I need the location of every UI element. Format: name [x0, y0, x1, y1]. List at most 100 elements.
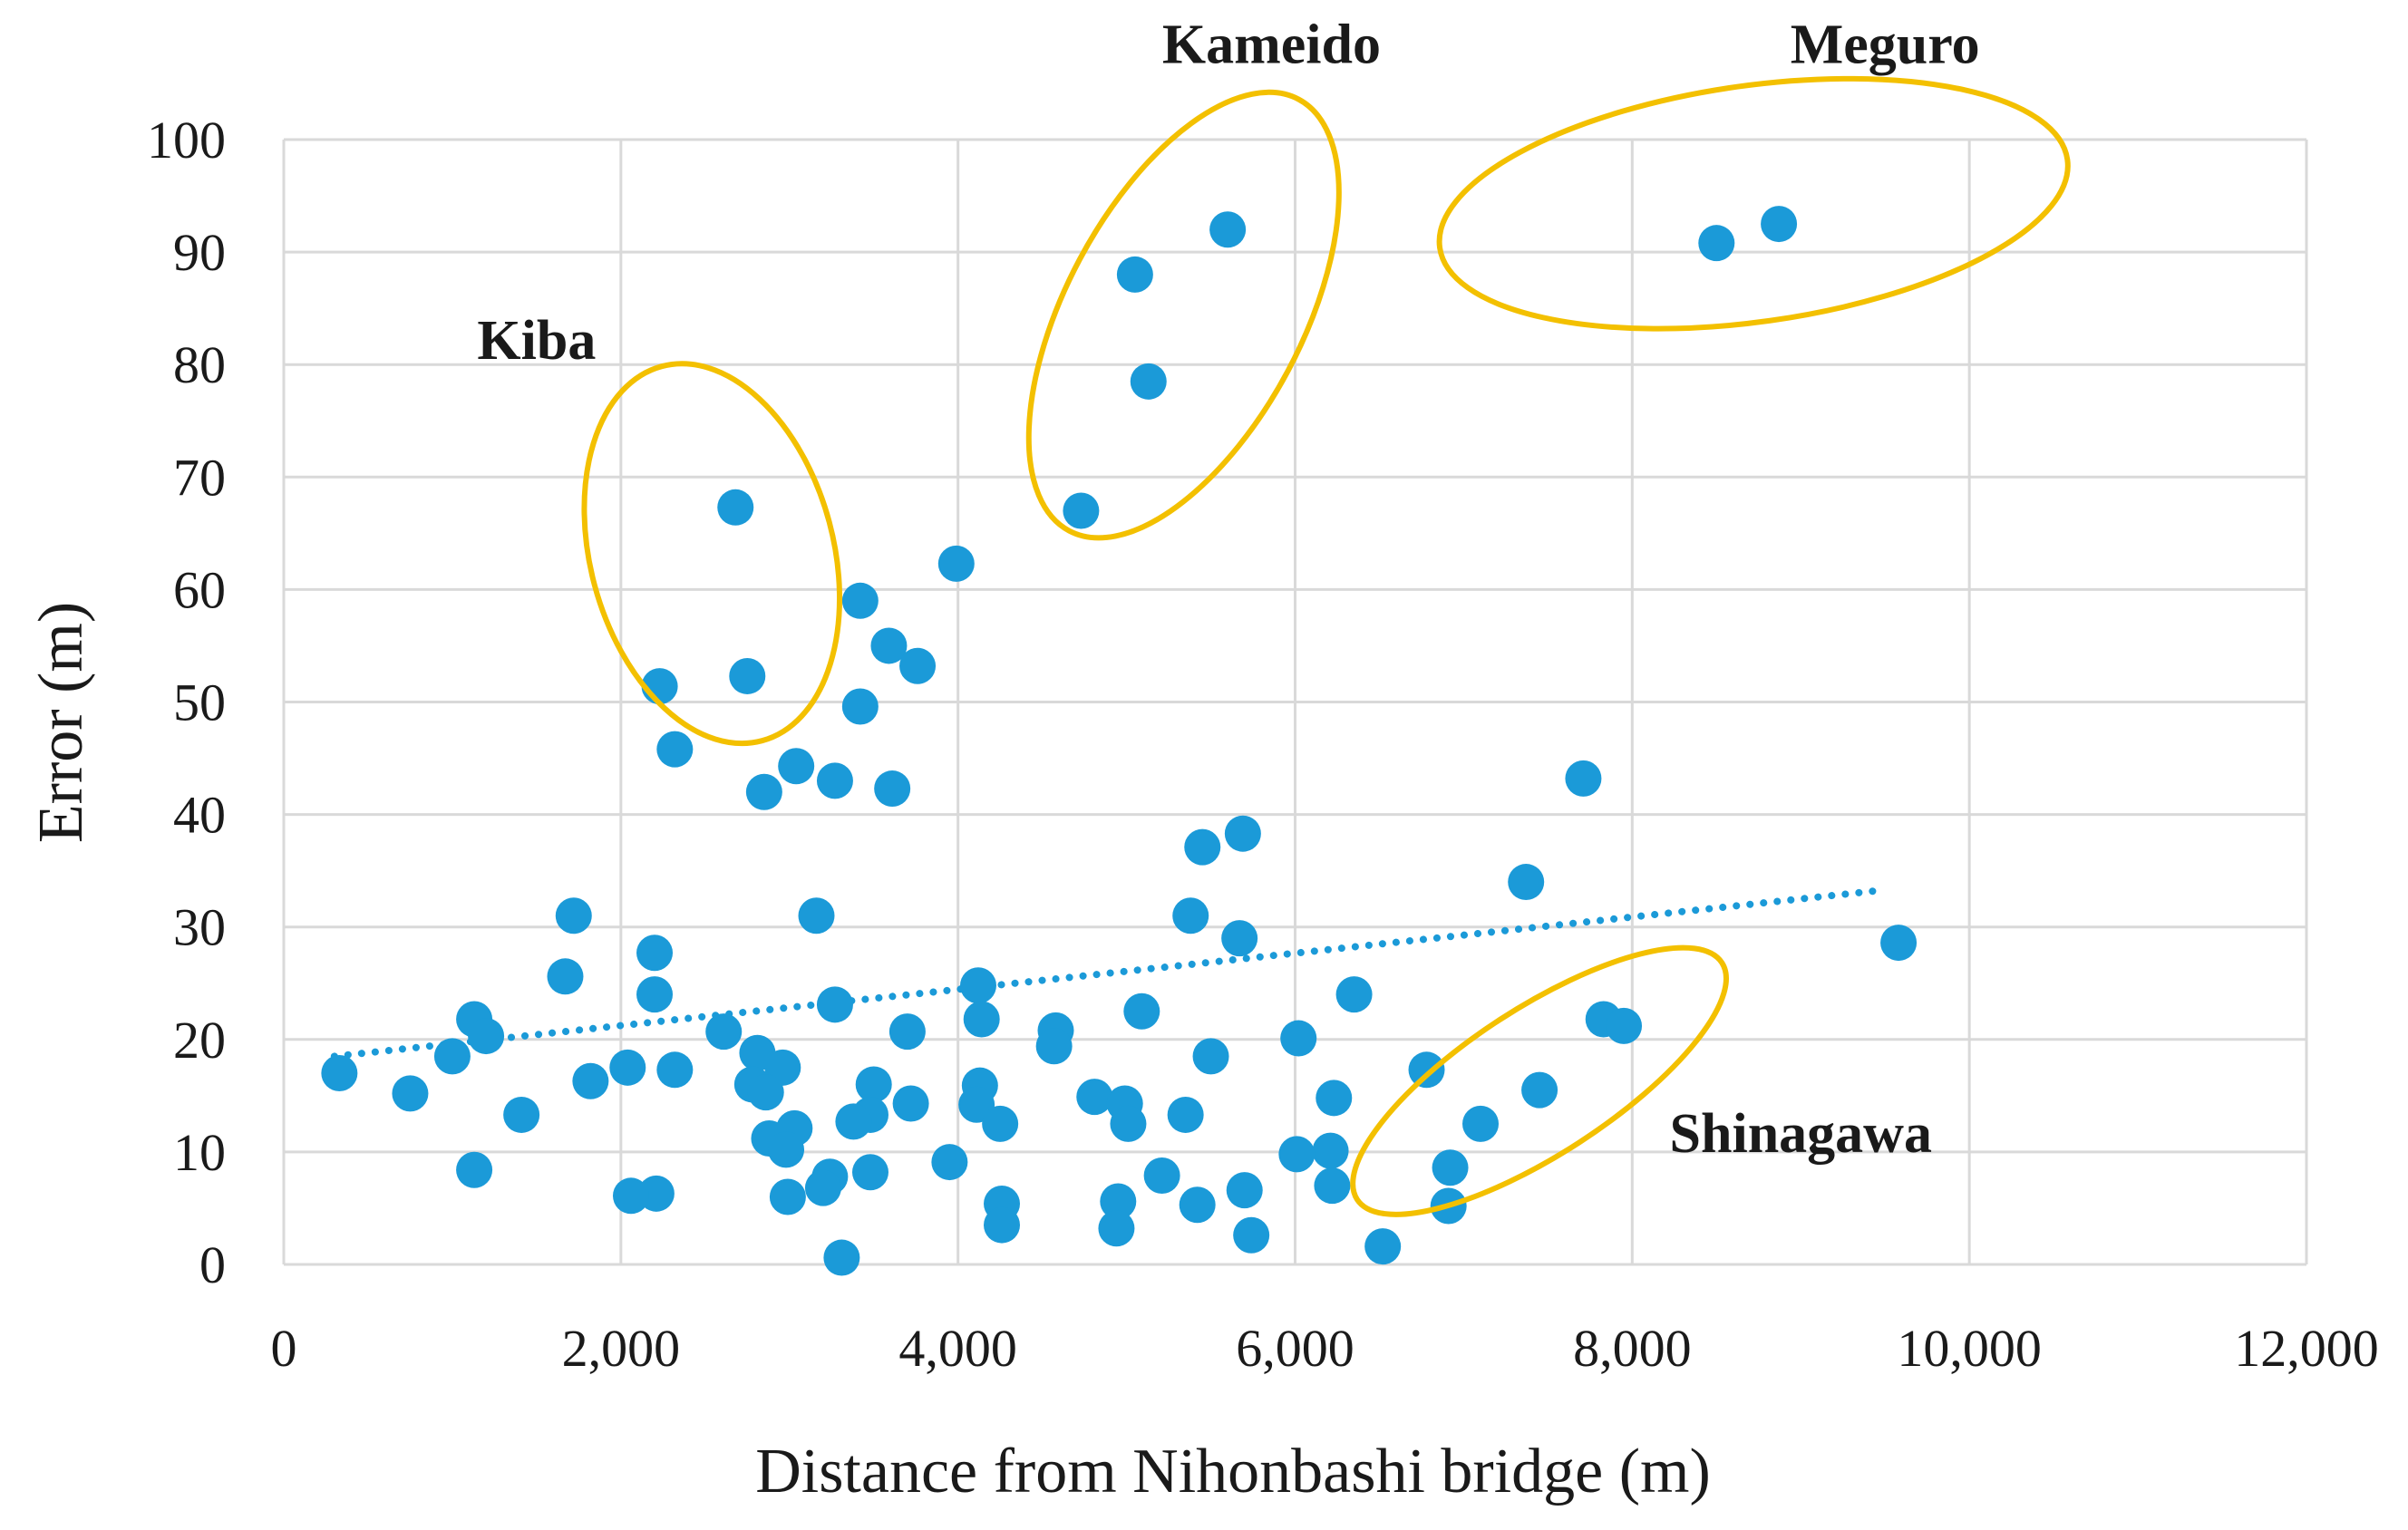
data-point [855, 1066, 892, 1103]
data-point [1100, 1183, 1137, 1220]
trendline [330, 886, 1889, 1060]
data-point [747, 1074, 784, 1111]
y-tick-label: 0 [199, 1235, 226, 1294]
annotation-label-layer: Kiba Kameido Meguro Shinagawa [477, 15, 1979, 1165]
data-point [1226, 1172, 1263, 1209]
meguro-label: Meguro [1791, 15, 1980, 76]
data-point [1335, 976, 1373, 1013]
data-point [1076, 1079, 1113, 1116]
data-point [959, 967, 996, 1004]
data-point [823, 1239, 860, 1276]
data-point [888, 1013, 926, 1051]
data-point [798, 897, 835, 934]
data-point [1280, 1020, 1317, 1057]
data-point [656, 731, 694, 768]
kiba-label: Kiba [477, 310, 596, 372]
data-point [778, 748, 815, 785]
data-point [1880, 925, 1918, 962]
x-axis-title: Distance from Nihonbashi bridge (m) [755, 1437, 1711, 1506]
data-point [1224, 815, 1261, 852]
x-tick-label: 12,000 [2234, 1319, 2379, 1378]
shinagawa-cluster-ellipse [1350, 944, 1729, 1217]
data-point [931, 1144, 968, 1181]
y-tick-label: 60 [173, 560, 226, 619]
y-tick-label: 40 [173, 786, 226, 845]
data-point [816, 762, 853, 799]
data-point [768, 1131, 805, 1168]
data-point [612, 1177, 649, 1215]
data-point [636, 934, 674, 972]
data-point [841, 582, 879, 619]
data-point [984, 1206, 1021, 1244]
data-point [1316, 1080, 1353, 1117]
data-point [321, 1055, 358, 1092]
data-point [1432, 1149, 1469, 1186]
data-point [899, 647, 937, 684]
data-point [745, 773, 782, 810]
meguro-cluster-ellipse [1436, 75, 2071, 332]
x-tick-label: 8,000 [1573, 1319, 1692, 1378]
data-point [1179, 1186, 1216, 1224]
data-point [982, 1105, 1019, 1142]
data-point [1209, 211, 1247, 248]
trendline-layer [330, 886, 1889, 1060]
data-point [392, 1075, 429, 1112]
data-point [835, 1103, 872, 1140]
grid-layer [282, 138, 2308, 1266]
data-point [1761, 206, 1798, 243]
y-tick-label: 20 [173, 1011, 226, 1070]
data-point [1172, 897, 1209, 934]
kameido-label: Kameido [1162, 15, 1381, 76]
data-point [503, 1096, 540, 1133]
data-point [874, 770, 911, 808]
y-axis-title: Error (m) [26, 602, 96, 843]
data-point [547, 958, 584, 995]
x-tick-label: 6,000 [1236, 1319, 1354, 1378]
data-point [1184, 828, 1221, 866]
data-point [572, 1062, 609, 1099]
y-tick-label: 10 [173, 1123, 226, 1182]
y-tick-label: 100 [147, 111, 226, 169]
data-point [892, 1085, 929, 1122]
data-point [870, 627, 908, 664]
data-point [937, 545, 975, 582]
data-point [963, 1001, 1000, 1038]
data-point [1698, 225, 1735, 262]
data-point [1312, 1132, 1349, 1169]
x-tick-label: 4,000 [898, 1319, 1017, 1378]
data-point [1314, 1167, 1351, 1205]
data-point [433, 1038, 471, 1075]
data-point [804, 1169, 841, 1206]
data-point [717, 489, 754, 526]
kiba-cluster-ellipse [581, 361, 843, 747]
data-point [1462, 1105, 1500, 1142]
data-point [555, 897, 592, 934]
y-tick-label: 70 [173, 448, 226, 507]
data-point [1143, 1157, 1180, 1194]
data-point [1565, 760, 1602, 797]
data-point [1606, 1007, 1643, 1044]
x-tick-label: 10,000 [1897, 1319, 2042, 1378]
data-point [1098, 1210, 1135, 1247]
data-point-layer [321, 206, 1918, 1276]
data-point [1110, 1105, 1147, 1142]
data-point [841, 688, 879, 725]
data-point [1508, 864, 1545, 901]
data-point [1130, 363, 1167, 400]
data-point [1364, 1228, 1402, 1265]
data-point [769, 1178, 806, 1215]
data-point [1063, 492, 1100, 529]
data-point [456, 1151, 493, 1188]
x-tick-label: 2,000 [562, 1319, 681, 1378]
data-point [1116, 256, 1153, 293]
data-point [816, 986, 853, 1023]
data-point [729, 657, 766, 694]
data-point [1278, 1136, 1316, 1173]
data-point [705, 1013, 743, 1051]
y-tick-label: 30 [173, 898, 226, 957]
data-point [468, 1018, 505, 1055]
cluster-ellipse-layer [581, 75, 2071, 1217]
data-point [1167, 1096, 1204, 1133]
data-point [636, 976, 674, 1013]
